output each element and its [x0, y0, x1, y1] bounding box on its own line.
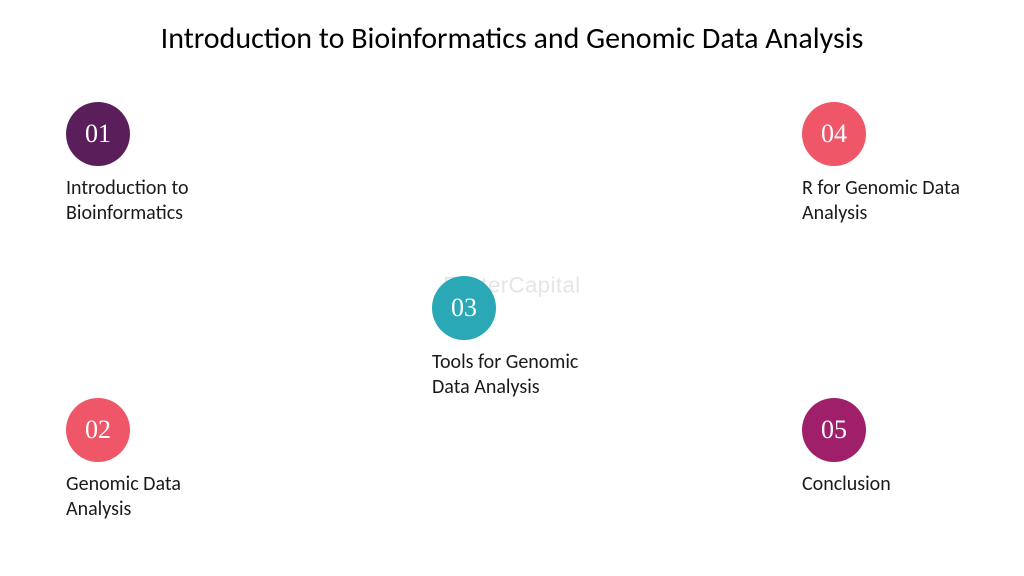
- node-03-label: Tools for Genomic Data Analysis: [432, 350, 612, 400]
- node-01: 01 Introduction to Bioinformatics: [66, 102, 246, 226]
- node-01-label: Introduction to Bioinformatics: [66, 176, 246, 226]
- node-01-number: 01: [85, 119, 111, 149]
- node-05-label: Conclusion: [802, 472, 982, 497]
- node-04-circle: 04: [802, 102, 866, 166]
- node-04-number: 04: [821, 119, 847, 149]
- node-02-circle: 02: [66, 398, 130, 462]
- node-04: 04 R for Genomic Data Analysis: [802, 102, 982, 226]
- node-03-circle: 03: [432, 276, 496, 340]
- node-02-number: 02: [85, 415, 111, 445]
- node-02-label: Genomic Data Analysis: [66, 472, 246, 522]
- node-03: 03 Tools for Genomic Data Analysis: [432, 276, 612, 400]
- node-05: 05 Conclusion: [802, 398, 982, 497]
- node-05-circle: 05: [802, 398, 866, 462]
- node-04-label: R for Genomic Data Analysis: [802, 176, 982, 226]
- node-03-number: 03: [451, 293, 477, 323]
- node-05-number: 05: [821, 415, 847, 445]
- node-02: 02 Genomic Data Analysis: [66, 398, 246, 522]
- node-01-circle: 01: [66, 102, 130, 166]
- page-title: Introduction to Bioinformatics and Genom…: [0, 20, 1024, 57]
